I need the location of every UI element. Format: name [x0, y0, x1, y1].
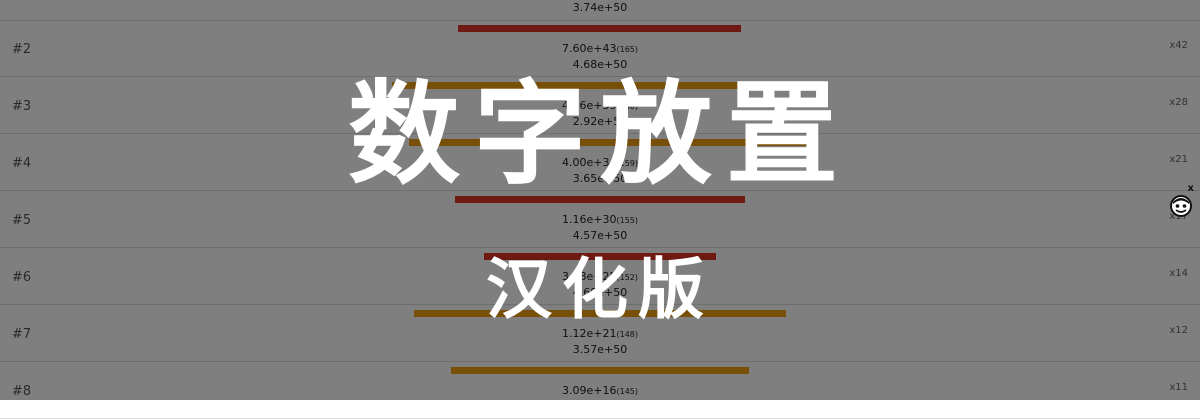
banner-subtitle: 汉化版 [486, 251, 714, 328]
side-widget[interactable]: x [1168, 184, 1194, 220]
close-icon[interactable]: x [1187, 183, 1194, 194]
face-icon[interactable] [1170, 195, 1192, 217]
banner-title: 数字放置 [348, 70, 852, 200]
title-overlay: 数字放置 汉化版 [0, 0, 1200, 400]
